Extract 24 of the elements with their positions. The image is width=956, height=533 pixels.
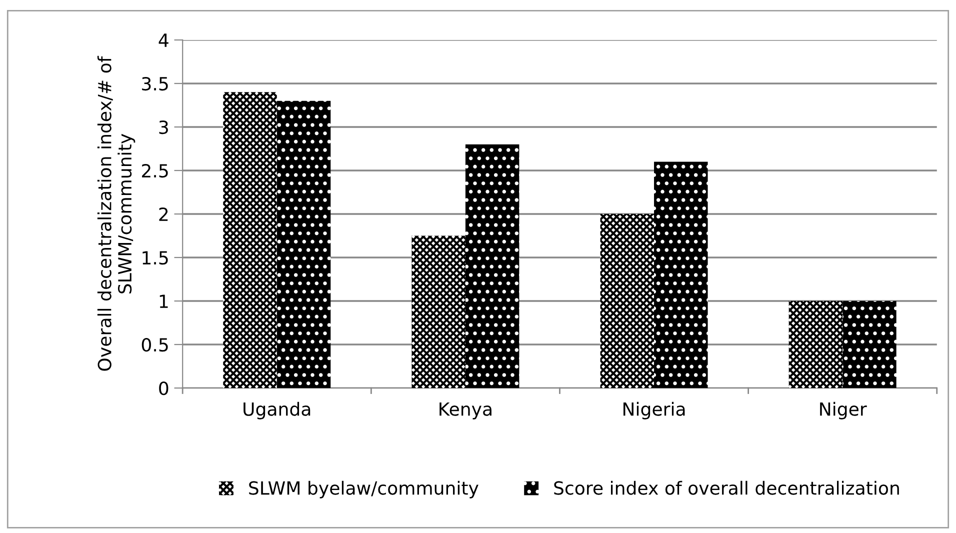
y-tick-label: 2	[159, 207, 168, 221]
bar	[842, 301, 896, 388]
x-tick-label: Niger	[820, 402, 867, 420]
y-tick-label: 0	[159, 381, 168, 396]
y-tick-label: 1.5	[142, 251, 168, 265]
y-tick-label: 1	[160, 294, 168, 308]
legend-label: Score index of overall decentralization	[554, 480, 899, 495]
y-tick-label: 3	[159, 120, 168, 134]
y-tick-label: 0.5	[142, 338, 168, 352]
x-tick-label: Uganda	[244, 402, 310, 420]
y-tick-label: 3.5	[142, 76, 168, 91]
bar	[412, 236, 466, 388]
bar	[788, 301, 843, 388]
y-tick-label: 4	[158, 34, 168, 47]
bar	[223, 92, 277, 388]
bar	[276, 100, 331, 388]
y-tick-label: 2.5	[142, 164, 168, 178]
y-axis-title: Overall decentralization index/# of SLWM/community	[97, 56, 136, 371]
x-tick-label: Kenya	[440, 402, 492, 420]
x-tick-label: Nigeria	[623, 402, 685, 420]
bar	[654, 162, 708, 388]
legend-label: SLWM byelaw/community	[249, 480, 478, 498]
bar	[465, 144, 520, 388]
bar	[600, 214, 654, 388]
